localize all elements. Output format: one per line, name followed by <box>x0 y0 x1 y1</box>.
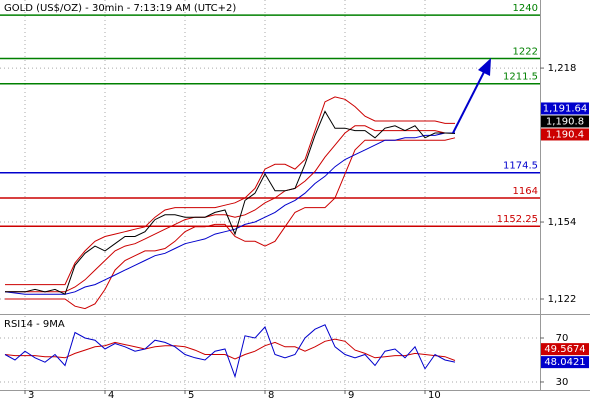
price-tag-label: 48.0421 <box>544 357 585 368</box>
x-tick-label: 10 <box>428 390 441 400</box>
y-tick-label: 1,122 <box>548 294 577 305</box>
price-tag-label: 1,191.64 <box>543 103 588 114</box>
series-line <box>4 324 456 379</box>
price-tag-label: 1,190.8 <box>546 116 584 127</box>
arrow-shaft <box>452 71 485 134</box>
level-label: 1164 <box>513 186 538 197</box>
level-label: 1222 <box>513 46 538 57</box>
price-tag <box>541 128 589 141</box>
rsi-title: RSI14 - 9MA <box>4 319 65 330</box>
x-tick-label: 9 <box>348 390 354 400</box>
chart-title: GOLD (US$/OZ) - 30min - 7:13:19 AM (UTC+… <box>4 3 236 14</box>
series-line <box>5 110 456 295</box>
y-tick-label: 70 <box>556 333 569 344</box>
price-tag-label: 49.5674 <box>544 344 585 355</box>
series-line <box>4 132 455 295</box>
price-tag <box>541 115 589 128</box>
x-tick-label: 4 <box>108 390 114 400</box>
price-tag <box>541 343 589 356</box>
level-label: 1174.5 <box>503 161 538 172</box>
x-tick-label: 3 <box>28 390 34 400</box>
x-tick-label: 5 <box>188 390 194 400</box>
level-label: 1240 <box>513 3 538 14</box>
series-line <box>5 125 455 293</box>
y-tick-label: 1,218 <box>548 63 577 74</box>
series-line <box>5 96 455 286</box>
arrow-head <box>478 58 491 76</box>
level-label: 1152.25 <box>497 214 538 225</box>
x-tick-label: 8 <box>268 390 274 400</box>
y-tick-label: 1,154 <box>548 217 577 228</box>
forecast-arrow <box>452 58 491 134</box>
level-label: 1211.5 <box>503 72 538 83</box>
y-tick-label: 30 <box>556 377 569 388</box>
series-line <box>4 338 456 361</box>
price-tag <box>541 356 589 369</box>
price-tag-label: 1,190.4 <box>546 129 584 140</box>
price-tag <box>541 102 589 115</box>
